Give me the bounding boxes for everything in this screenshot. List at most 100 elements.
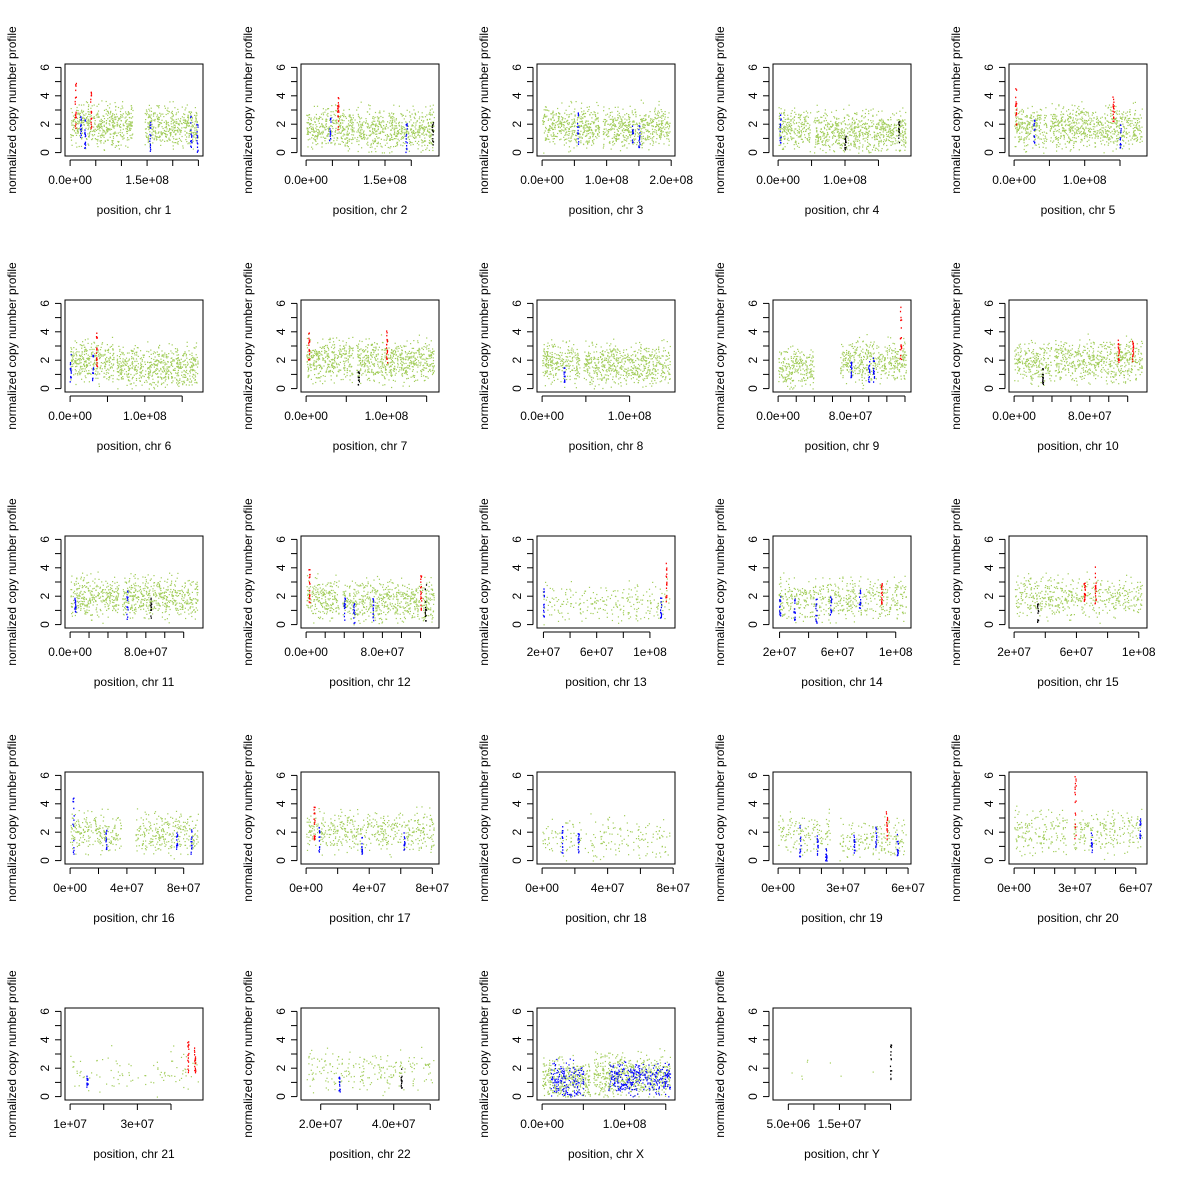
green-point xyxy=(349,116,351,118)
green-point xyxy=(424,140,427,142)
x-tick-label: 2.0e+08 xyxy=(649,173,693,187)
green-point xyxy=(195,120,197,122)
green-point xyxy=(552,123,554,125)
green-point xyxy=(635,111,637,113)
green-point xyxy=(545,106,547,108)
green-point xyxy=(608,130,610,133)
green-point xyxy=(783,128,785,130)
green-point xyxy=(656,133,658,136)
green-point xyxy=(379,110,381,112)
green-point xyxy=(127,146,129,148)
green-point xyxy=(376,145,378,147)
green-point xyxy=(95,368,97,370)
green-point xyxy=(785,131,787,134)
green-point xyxy=(801,124,803,126)
green-point xyxy=(1030,132,1032,134)
green-point xyxy=(163,116,165,118)
green-point xyxy=(121,132,123,134)
green-point xyxy=(794,133,796,135)
green-point xyxy=(899,126,901,128)
green-point xyxy=(1072,113,1074,115)
green-point xyxy=(642,119,644,122)
green-point xyxy=(80,111,82,113)
green-point xyxy=(401,115,403,117)
green-point xyxy=(381,152,383,154)
green-point xyxy=(1067,119,1069,121)
blue-point xyxy=(780,119,782,121)
green-point xyxy=(778,128,780,130)
green-point xyxy=(356,122,358,124)
green-point xyxy=(843,129,845,131)
green-point xyxy=(372,120,374,122)
green-point xyxy=(625,135,627,137)
green-point xyxy=(1094,131,1096,133)
green-point xyxy=(352,117,354,119)
green-point xyxy=(619,150,622,152)
green-point xyxy=(192,132,194,134)
green-point xyxy=(339,143,341,145)
green-point xyxy=(669,122,671,124)
green-point xyxy=(869,126,871,128)
green-point xyxy=(549,141,551,143)
green-point xyxy=(548,138,550,140)
green-point xyxy=(558,117,560,119)
green-point xyxy=(552,138,554,140)
green-point xyxy=(878,124,880,126)
green-point xyxy=(878,143,880,145)
green-point xyxy=(562,121,564,123)
green-point xyxy=(853,130,855,132)
green-point xyxy=(587,110,589,112)
green-point xyxy=(88,136,90,138)
green-point xyxy=(96,126,98,128)
green-point xyxy=(821,141,823,143)
green-point xyxy=(160,132,162,134)
green-point xyxy=(112,126,114,128)
green-point xyxy=(160,115,162,117)
green-point xyxy=(409,115,411,117)
green-point xyxy=(371,121,373,123)
green-point xyxy=(561,102,563,104)
green-point xyxy=(633,142,636,144)
green-point xyxy=(846,114,848,116)
green-point xyxy=(1036,122,1038,124)
green-point xyxy=(104,131,106,133)
green-point xyxy=(590,126,592,129)
green-point xyxy=(347,134,349,136)
green-point xyxy=(90,129,92,131)
green-point xyxy=(1119,124,1121,126)
green-point xyxy=(1072,130,1074,132)
green-point xyxy=(820,131,822,134)
green-point xyxy=(378,122,380,124)
green-point xyxy=(559,131,561,133)
green-point xyxy=(592,133,594,135)
green-point xyxy=(661,124,663,126)
green-point xyxy=(1090,123,1092,126)
green-point xyxy=(99,130,101,132)
green-point xyxy=(867,141,869,143)
green-point xyxy=(380,125,382,127)
green-point xyxy=(1104,136,1106,138)
green-point xyxy=(565,132,567,134)
green-point xyxy=(1106,137,1108,139)
green-point xyxy=(129,129,131,131)
green-point xyxy=(77,123,79,125)
green-point xyxy=(1083,137,1086,140)
green-point xyxy=(842,121,844,123)
green-point xyxy=(1082,120,1084,122)
green-point xyxy=(1028,132,1030,134)
green-point xyxy=(617,134,619,136)
green-point xyxy=(593,121,596,123)
green-point xyxy=(397,130,399,132)
green-point xyxy=(788,139,790,142)
green-point xyxy=(98,132,100,134)
green-point xyxy=(1119,117,1122,119)
green-point xyxy=(351,131,353,133)
green-point xyxy=(98,116,100,118)
green-point xyxy=(171,141,174,143)
blue-point xyxy=(638,125,640,127)
green-point xyxy=(885,123,887,125)
green-point xyxy=(168,138,170,140)
green-point xyxy=(1099,120,1101,122)
green-point xyxy=(358,123,360,125)
